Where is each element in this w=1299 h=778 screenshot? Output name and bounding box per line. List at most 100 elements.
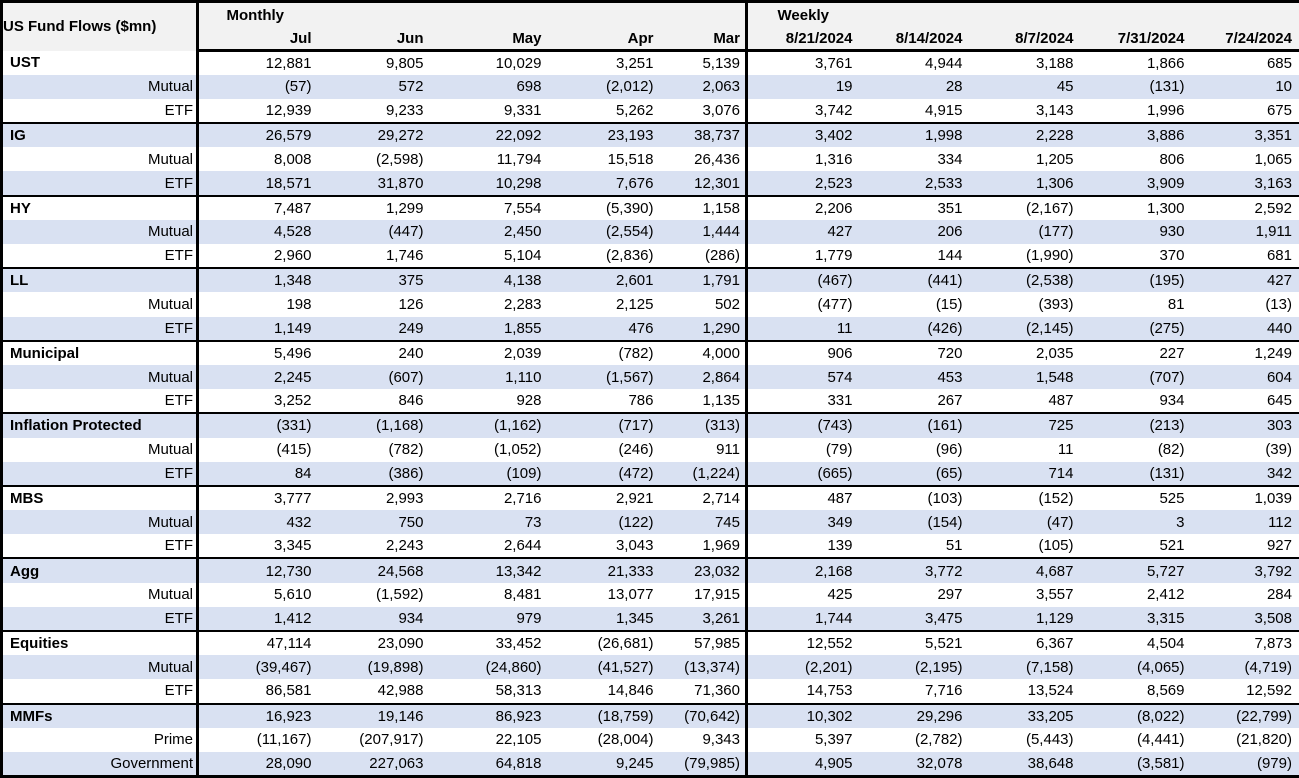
value-cell: (275): [1079, 316, 1191, 341]
value-cell: 5,610: [273, 586, 312, 604]
value-cell: 3,076: [653, 98, 748, 124]
value-cell: 10: [1190, 74, 1299, 99]
value-cell: 240: [311, 339, 424, 365]
value-cell: (39): [1265, 441, 1292, 459]
value-cell: 675: [1266, 101, 1292, 119]
value-cell: (57): [197, 74, 312, 99]
value-cell: (4,441): [1136, 731, 1185, 749]
value-cell: 71,360: [653, 679, 748, 704]
value-cell: 51: [945, 537, 963, 555]
value-cell: 86,923: [423, 702, 542, 728]
value-cell: (447): [311, 219, 424, 244]
value-cell: 3,761: [814, 54, 853, 72]
row-label: IG: [1, 122, 199, 148]
value-cell: 47,114: [197, 629, 312, 656]
value-cell: 33,205: [968, 702, 1080, 728]
value-cell: 26,579: [197, 122, 312, 148]
value-cell: (313): [653, 412, 748, 438]
value-cell: 21,333: [541, 557, 654, 583]
value-cell: (472): [541, 461, 654, 486]
value-cell: (743): [746, 412, 859, 438]
value-cell: 2,206: [746, 194, 859, 220]
value-cell: 2,523: [746, 171, 859, 196]
value-cell: 453: [858, 364, 969, 390]
value-cell: 1,129: [968, 606, 1080, 631]
row-label: Mutual: [1, 364, 199, 390]
value-cell: (1,224): [653, 461, 748, 486]
value-cell: 12,939: [265, 101, 312, 119]
value-cell: 4,944: [924, 54, 963, 72]
group-row: IG 26,579 29,272 22,092 23,193 38,737 3,402 1,9…: [1, 122, 1299, 148]
value-cell: (607): [311, 364, 424, 390]
sub-row: Mutual 8,008 (2,598) 11,794 15,518 26,436 1,31…: [1, 147, 1299, 172]
header-spacer: [423, 1, 542, 28]
value-cell: (195): [1079, 267, 1191, 293]
value-cell: 1,316: [814, 150, 853, 168]
sub-row: ETF 2,960 1,746 5,104 (2,836) (286) 1,779 144 (1…: [1, 244, 1299, 269]
value-cell: 267: [937, 392, 963, 410]
value-cell: 12,552: [746, 629, 859, 656]
value-cell: 1,969: [653, 534, 748, 559]
value-cell: 5,496: [197, 339, 312, 365]
value-cell: 284: [1266, 586, 1292, 604]
group-row: Inflation Protected (331) (1,168) (1,162) (7…: [1, 412, 1299, 438]
column-header-week-4: 7/31/2024: [1079, 27, 1191, 52]
value-cell: (2,195): [858, 655, 969, 680]
value-cell: 139: [827, 537, 853, 555]
value-cell: 15,518: [607, 150, 654, 168]
value-cell: 2,245: [197, 364, 312, 390]
value-cell: 476: [541, 316, 654, 341]
row-label: ETF: [1, 679, 199, 704]
value-cell: 31,870: [311, 171, 424, 196]
value-cell: 1,996: [1146, 101, 1185, 119]
value-cell: 375: [311, 267, 424, 293]
value-cell: 2,601: [541, 267, 654, 293]
column-header-jul: Jul: [197, 27, 312, 52]
value-cell: 3,909: [1079, 171, 1191, 196]
row-label: Mutual: [1, 292, 199, 317]
value-cell: 1,348: [197, 267, 312, 293]
row-label: ETF: [1, 389, 199, 414]
row-label: MBS: [1, 484, 199, 511]
value-cell: 2,450: [423, 219, 542, 244]
value-cell: 3,143: [1035, 101, 1074, 119]
value-cell: 73: [423, 510, 542, 535]
value-cell: 930: [1079, 219, 1191, 244]
sub-row: Mutual 198 126 2,283 2,125 502 (477) (15) (393) 8…: [1, 292, 1299, 317]
value-cell: 4,905: [746, 751, 859, 777]
value-cell: 227: [1079, 339, 1191, 365]
sub-row: ETF 1,149 249 1,855 476 1,290 11 (426) (2,145) (2…: [1, 316, 1299, 341]
row-label: ETF: [1, 171, 199, 196]
value-cell: 3,163: [1190, 171, 1299, 196]
sub-row: ETF 86,581 42,988 58,313 14,846 71,360 14,753 7…: [1, 679, 1299, 704]
value-cell: 2,993: [311, 484, 424, 511]
value-cell: 427: [746, 219, 859, 244]
value-cell: 2,960: [273, 247, 312, 265]
value-cell: (41,527): [541, 655, 654, 680]
value-cell: 7,676: [541, 171, 654, 196]
value-cell: 18,571: [197, 171, 312, 196]
value-cell: 487: [746, 484, 859, 511]
value-cell: 3,792: [1190, 557, 1299, 583]
value-cell: 1,746: [385, 247, 424, 265]
row-label: UST: [1, 50, 199, 75]
value-cell: 8,569: [1146, 682, 1185, 700]
value-cell: 23,090: [311, 629, 424, 656]
header-spacer: [311, 1, 424, 28]
value-cell: 604: [1190, 364, 1299, 390]
value-cell: 11,794: [496, 150, 542, 168]
value-cell: 3,188: [1035, 54, 1074, 72]
row-label: Prime: [1, 727, 199, 752]
value-cell: 206: [858, 219, 969, 244]
header-spacer: [858, 1, 969, 28]
value-cell: 934: [1159, 392, 1185, 410]
value-cell: (11,167): [256, 731, 312, 749]
column-header-week-2: 8/14/2024: [858, 27, 969, 52]
value-cell: 32,078: [858, 751, 969, 777]
value-cell: 3,251: [615, 54, 654, 72]
value-cell: 45: [968, 74, 1080, 99]
value-cell: 5,521: [858, 629, 969, 656]
value-cell: 1,039: [1190, 484, 1299, 511]
value-cell: 572: [311, 74, 424, 99]
